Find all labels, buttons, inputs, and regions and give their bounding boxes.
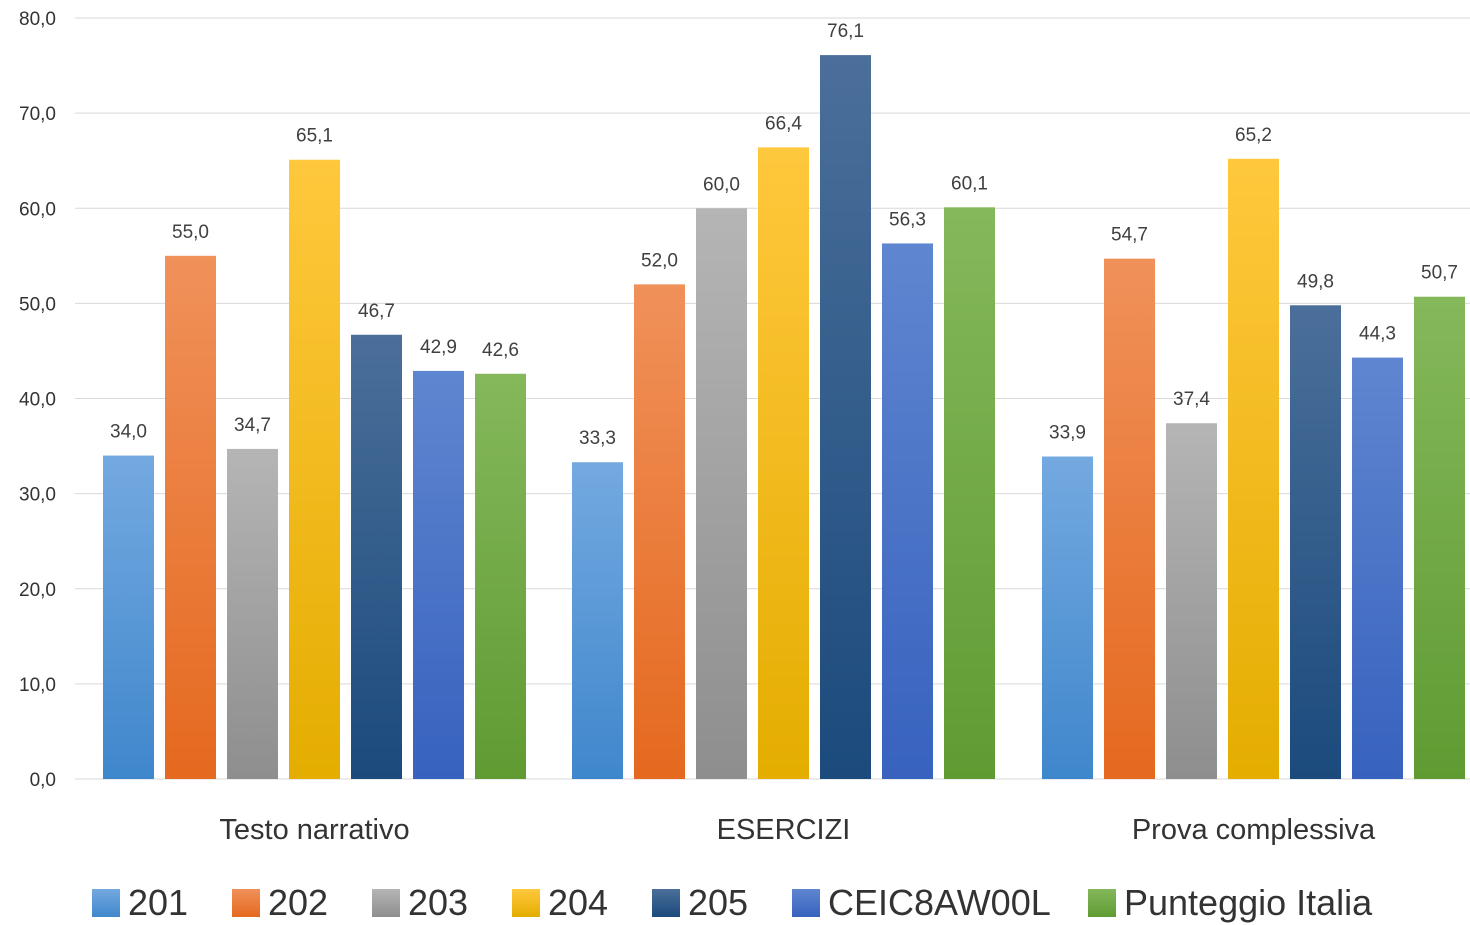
- bar-204: [1228, 158, 1279, 779]
- legend-label: CEIC8AW00L: [828, 882, 1051, 923]
- legend-label: 202: [268, 882, 328, 923]
- y-tick-label: 50,0: [19, 294, 56, 315]
- data-label: 52,0: [641, 250, 678, 271]
- legend-swatch: [1088, 889, 1116, 917]
- legend-label: 204: [548, 882, 608, 923]
- legend-swatch: [92, 889, 120, 917]
- y-tick-label: 30,0: [19, 485, 56, 506]
- legend-label: 205: [688, 882, 748, 923]
- data-label: 33,3: [579, 428, 616, 449]
- y-tick-label: 0,0: [30, 770, 56, 791]
- bar-punteggio-italia: [475, 373, 526, 779]
- x-category-label: Testo narrativo: [219, 814, 409, 846]
- bar-punteggio-italia: [944, 207, 995, 779]
- data-label: 60,1: [951, 173, 988, 194]
- y-tick-label: 40,0: [19, 390, 56, 411]
- bar-204: [289, 159, 340, 779]
- data-label: 34,0: [110, 422, 147, 443]
- legend: 201 202 203 204 205 CEIC8AW00L Punteggio Itali…: [92, 882, 1373, 923]
- y-tick-label: 80,0: [19, 9, 56, 30]
- bar-201: [1042, 456, 1093, 779]
- x-category-label: Prova complessiva: [1132, 814, 1376, 846]
- bar-205: [820, 55, 871, 779]
- bar-205: [351, 334, 402, 779]
- data-label: 54,7: [1111, 225, 1148, 246]
- data-label: 56,3: [889, 209, 926, 230]
- bar-202: [634, 284, 685, 779]
- legend-swatch: [792, 889, 820, 917]
- bar-203: [227, 448, 278, 779]
- data-label: 55,0: [172, 222, 209, 243]
- legend-swatch: [512, 889, 540, 917]
- data-label: 60,0: [703, 174, 740, 195]
- data-label: 50,7: [1421, 263, 1458, 284]
- x-category-label: ESERCIZI: [717, 814, 851, 846]
- data-label: 42,6: [482, 340, 519, 361]
- legend-label: 201: [128, 882, 188, 923]
- legend-swatch: [372, 889, 400, 917]
- bar-202: [165, 255, 216, 779]
- bar-205: [1290, 305, 1341, 779]
- data-label: 34,7: [234, 415, 271, 436]
- data-label: 65,2: [1235, 125, 1272, 146]
- bars: [103, 55, 1465, 780]
- legend-label: Punteggio Italia: [1124, 882, 1373, 923]
- bar-ceic8aw00l: [1352, 357, 1403, 779]
- y-tick-label: 60,0: [19, 199, 56, 220]
- data-label: 46,7: [358, 301, 395, 322]
- legend-label: 203: [408, 882, 468, 923]
- data-label: 66,4: [765, 113, 802, 134]
- y-axis-ticks: 0,0 10,0 20,0 30,0 40,0 50,0 60,0 70,0 80,0: [19, 9, 56, 791]
- data-label: 37,4: [1173, 389, 1210, 410]
- bar-201: [103, 455, 154, 779]
- bar-ceic8aw00l: [882, 243, 933, 780]
- data-labels: 34,0 55,0 34,7 65,1 46,7 42,9 42,6 33,3 52,0 60,0…: [110, 21, 1458, 449]
- bar-204: [758, 147, 809, 779]
- y-tick-label: 10,0: [19, 675, 56, 696]
- data-label: 49,8: [1297, 271, 1334, 292]
- data-label: 76,1: [827, 21, 864, 42]
- data-label: 44,3: [1359, 324, 1396, 345]
- y-tick-label: 70,0: [19, 104, 56, 125]
- data-label: 33,9: [1049, 423, 1086, 444]
- bar-201: [572, 462, 623, 779]
- y-tick-label: 20,0: [19, 580, 56, 601]
- legend-swatch: [232, 889, 260, 917]
- bar-202: [1104, 258, 1155, 779]
- bar-203: [696, 208, 747, 779]
- bar-punteggio-italia: [1414, 296, 1465, 779]
- data-label: 42,9: [420, 337, 457, 358]
- bar-203: [1166, 423, 1217, 779]
- legend-swatch: [652, 889, 680, 917]
- x-axis-categories: Testo narrativo ESERCIZI Prova complessiva: [219, 814, 1376, 846]
- data-label: 65,1: [296, 126, 333, 147]
- bar-ceic8aw00l: [413, 370, 464, 779]
